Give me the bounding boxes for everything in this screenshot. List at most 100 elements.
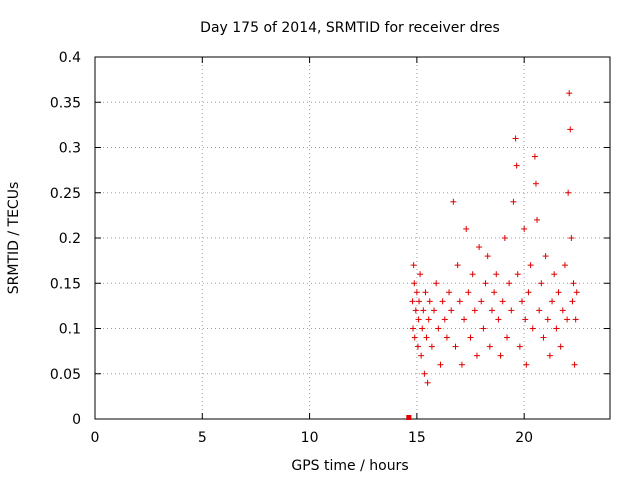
zero-data-point <box>407 415 412 420</box>
data-point <box>463 225 470 232</box>
data-point <box>572 316 579 323</box>
data-points <box>406 90 580 420</box>
x-tick-label: 0 <box>91 430 100 446</box>
data-point <box>446 289 453 296</box>
data-point <box>439 298 446 305</box>
data-point <box>461 316 468 323</box>
data-point <box>478 298 485 305</box>
data-point <box>519 298 526 305</box>
data-point <box>452 343 459 350</box>
data-point <box>435 325 442 332</box>
data-point <box>450 198 457 205</box>
data-point <box>443 334 450 341</box>
data-point <box>493 271 500 278</box>
data-point <box>417 271 424 278</box>
data-point <box>428 343 435 350</box>
data-point <box>559 307 566 314</box>
data-point <box>497 352 504 359</box>
data-point <box>469 271 476 278</box>
data-point <box>454 262 461 269</box>
data-point <box>423 334 430 341</box>
data-point <box>568 235 575 241</box>
y-tick-label: 0.1 <box>59 322 81 338</box>
data-point <box>506 280 513 287</box>
data-point <box>412 307 419 314</box>
data-point <box>561 262 568 269</box>
data-point <box>508 307 515 314</box>
data-point <box>411 334 418 341</box>
data-point <box>544 316 551 323</box>
data-point <box>557 343 564 350</box>
data-point <box>409 298 416 305</box>
data-point <box>564 316 571 323</box>
data-point <box>532 180 539 187</box>
data-point <box>551 271 558 278</box>
data-point <box>437 361 444 368</box>
data-point <box>529 325 536 332</box>
data-point <box>573 289 580 296</box>
data-point <box>488 307 495 314</box>
data-point <box>521 225 528 232</box>
chart-title: Day 175 of 2014, SRMTID for receiver dre… <box>200 20 500 36</box>
data-point <box>421 370 428 377</box>
data-point <box>555 289 562 296</box>
data-point <box>465 289 472 296</box>
data-point <box>410 325 417 332</box>
data-point <box>426 298 433 305</box>
data-point <box>546 352 553 359</box>
data-point <box>415 316 422 323</box>
data-point <box>501 235 508 241</box>
data-point <box>512 135 519 142</box>
data-point <box>410 262 417 269</box>
data-point <box>413 289 420 296</box>
data-point <box>534 216 541 223</box>
y-tick-label: 0.15 <box>50 276 81 292</box>
data-point <box>425 316 432 323</box>
data-point <box>499 298 506 305</box>
data-point <box>514 271 521 278</box>
axis-ticks <box>94 56 610 420</box>
data-point <box>525 289 532 296</box>
data-point <box>419 325 426 332</box>
y-tick-label: 0.35 <box>50 95 81 111</box>
y-tick-labels: 0 0.05 0.1 0.15 0.2 0.25 0.3 0.35 0.4 <box>50 50 81 428</box>
data-point <box>422 289 429 296</box>
y-tick-label: 0.4 <box>59 50 81 66</box>
data-point <box>418 352 425 359</box>
grid-lines <box>95 57 610 419</box>
data-point <box>523 361 530 368</box>
data-point <box>540 334 547 341</box>
data-point <box>482 280 489 287</box>
data-point <box>411 280 418 287</box>
x-tick-label: 20 <box>515 430 533 446</box>
data-point <box>567 126 574 133</box>
y-axis-label: SRMTID / TECUs <box>6 182 22 295</box>
data-point <box>569 298 576 305</box>
data-point <box>484 253 491 260</box>
data-point <box>538 280 545 287</box>
data-point <box>571 361 578 368</box>
data-point <box>531 153 538 160</box>
data-point <box>456 298 463 305</box>
data-point <box>553 325 560 332</box>
data-point <box>473 352 480 359</box>
data-point <box>433 280 440 287</box>
data-point <box>471 307 478 314</box>
data-point <box>570 280 577 287</box>
data-point <box>504 334 510 341</box>
data-point <box>566 90 573 97</box>
data-point <box>542 253 549 260</box>
data-point <box>513 162 520 169</box>
data-point <box>536 307 543 314</box>
data-point <box>510 198 517 205</box>
data-point <box>516 343 523 350</box>
y-tick-label: 0.25 <box>50 186 81 202</box>
data-point <box>424 379 431 386</box>
y-tick-label: 0 <box>72 412 81 428</box>
y-tick-label: 0.3 <box>59 141 81 157</box>
data-point <box>458 361 465 368</box>
data-point <box>441 316 448 323</box>
x-tick-labels: 0 5 10 15 20 <box>91 430 534 446</box>
